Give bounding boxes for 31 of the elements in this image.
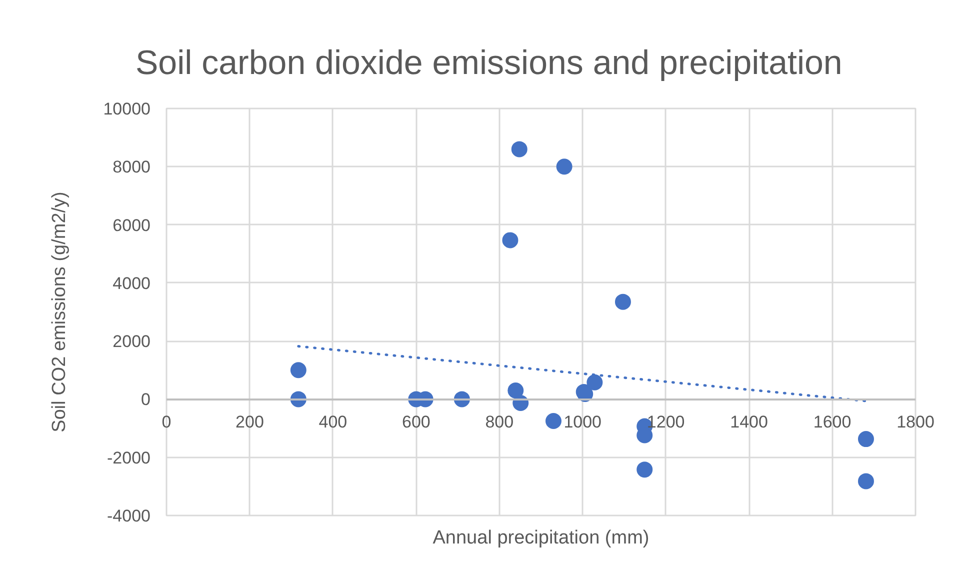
point <box>511 141 528 158</box>
point <box>508 382 524 398</box>
point <box>636 462 653 478</box>
y-tick-label: 2000 <box>112 332 151 352</box>
point <box>586 374 603 390</box>
y-tick-label: -4000 <box>107 506 151 526</box>
x-tick-label: 200 <box>236 412 264 432</box>
point <box>858 473 874 490</box>
y-tick-label: 4000 <box>112 274 151 293</box>
x-tick-label: 800 <box>485 412 514 432</box>
point <box>290 362 306 378</box>
x-tick-label: 400 <box>318 412 348 432</box>
y-axis-title: Soil CO2 emissions (g/m2/y) <box>49 192 70 432</box>
point <box>858 431 874 448</box>
x-axis-title: Annual precipitation (mm) <box>432 528 650 548</box>
x-tick-label: 1000 <box>564 412 602 432</box>
point <box>502 232 518 248</box>
x-tick-label: 1800 <box>896 412 934 432</box>
y-tick-label: 8000 <box>112 158 151 177</box>
x-tick-label: 1600 <box>813 412 852 432</box>
x-tick-label: 1400 <box>730 412 768 432</box>
y-tick-label: 0 <box>141 390 151 410</box>
point <box>545 413 562 430</box>
y-tick-label: 6000 <box>112 216 151 235</box>
point <box>614 294 631 310</box>
point <box>556 158 572 175</box>
chart-title: Soil carbon dioxide emissions and precipitation <box>136 44 842 82</box>
x-tick-label: 600 <box>402 412 430 432</box>
y-tick-label: -2000 <box>107 448 151 468</box>
y-tick-label: 10000 <box>103 100 151 118</box>
x-tick-label: 0 <box>162 412 172 432</box>
